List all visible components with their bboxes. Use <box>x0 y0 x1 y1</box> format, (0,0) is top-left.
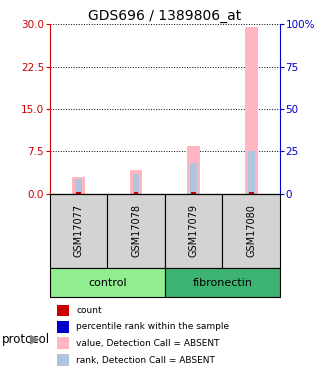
Bar <box>50 268 165 297</box>
Bar <box>134 192 138 194</box>
Bar <box>132 174 140 194</box>
Text: control: control <box>88 278 126 288</box>
Text: GSM17080: GSM17080 <box>246 204 256 257</box>
Bar <box>76 192 81 194</box>
Text: GSM17078: GSM17078 <box>131 204 141 257</box>
Text: value, Detection Call = ABSENT: value, Detection Call = ABSENT <box>76 339 220 348</box>
Bar <box>249 192 253 194</box>
Bar <box>190 164 197 194</box>
Bar <box>191 192 196 194</box>
Bar <box>165 194 222 268</box>
Bar <box>165 268 280 297</box>
Text: GSM17077: GSM17077 <box>73 204 84 258</box>
Bar <box>57 304 69 316</box>
Bar <box>50 194 107 268</box>
Bar <box>107 194 165 268</box>
Text: count: count <box>76 306 102 315</box>
Bar <box>75 178 82 194</box>
Bar <box>222 194 280 268</box>
Text: GSM17079: GSM17079 <box>188 204 199 257</box>
Text: percentile rank within the sample: percentile rank within the sample <box>76 322 229 331</box>
Text: protocol: protocol <box>2 333 50 346</box>
Bar <box>57 354 69 366</box>
Title: GDS696 / 1389806_at: GDS696 / 1389806_at <box>88 9 241 23</box>
Bar <box>248 152 255 194</box>
Text: rank, Detection Call = ABSENT: rank, Detection Call = ABSENT <box>76 356 215 364</box>
Text: fibronectin: fibronectin <box>192 278 252 288</box>
Bar <box>130 170 142 194</box>
Bar <box>72 177 85 194</box>
Bar <box>57 321 69 333</box>
Bar <box>187 146 200 194</box>
Bar <box>57 337 69 349</box>
Text: ▶: ▶ <box>30 333 40 346</box>
Bar <box>245 27 258 194</box>
